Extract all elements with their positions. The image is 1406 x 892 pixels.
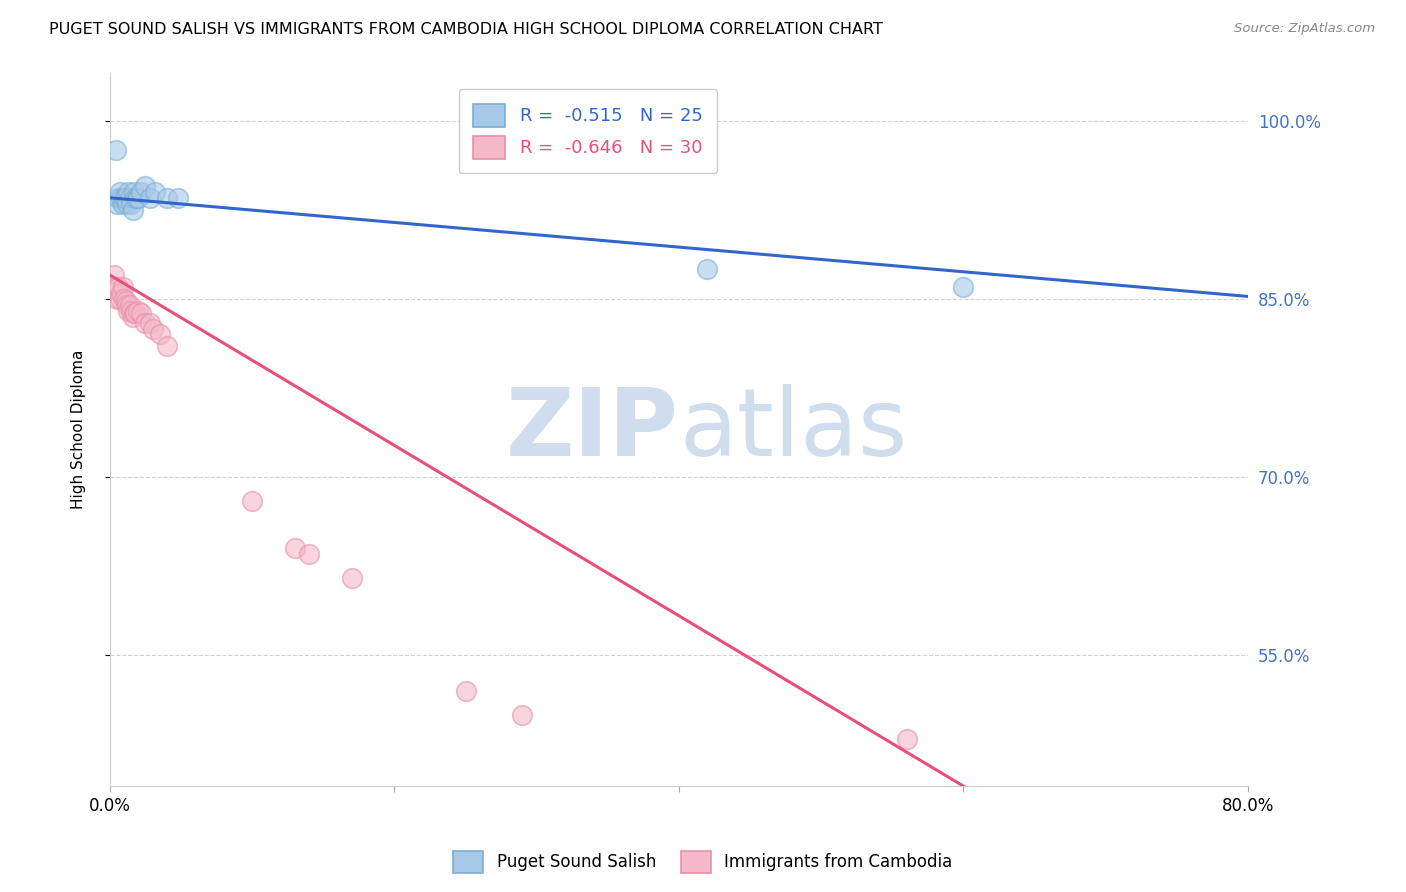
Point — [284, 541, 307, 556]
Point — [110, 285, 132, 300]
Point — [115, 298, 138, 312]
Point — [696, 262, 718, 277]
Point — [156, 339, 179, 353]
Legend: Puget Sound Salish, Immigrants from Cambodia: Puget Sound Salish, Immigrants from Camb… — [447, 845, 959, 880]
Point — [952, 280, 974, 294]
Point — [111, 196, 134, 211]
Point — [111, 280, 134, 294]
Point — [138, 316, 160, 330]
Point — [124, 191, 146, 205]
Point — [108, 185, 131, 199]
Point — [107, 280, 129, 294]
Point — [298, 547, 321, 561]
Point — [120, 196, 142, 211]
Point — [104, 143, 127, 157]
Point — [114, 294, 136, 309]
Point — [145, 185, 167, 199]
Text: PUGET SOUND SALISH VS IMMIGRANTS FROM CAMBODIA HIGH SCHOOL DIPLOMA CORRELATION C: PUGET SOUND SALISH VS IMMIGRANTS FROM CA… — [49, 22, 883, 37]
Point — [127, 303, 149, 318]
Point — [127, 191, 149, 205]
Point — [896, 731, 918, 746]
Text: Source: ZipAtlas.com: Source: ZipAtlas.com — [1234, 22, 1375, 36]
Y-axis label: High School Diploma: High School Diploma — [72, 350, 86, 509]
Point — [105, 292, 128, 306]
Point — [240, 494, 263, 508]
Point — [512, 707, 534, 722]
Point — [110, 191, 132, 205]
Point — [141, 321, 163, 335]
Point — [115, 196, 138, 211]
Point — [108, 292, 131, 306]
Point — [167, 191, 190, 205]
Text: atlas: atlas — [679, 384, 907, 475]
Point — [138, 191, 160, 205]
Point — [114, 191, 136, 205]
Point — [112, 191, 135, 205]
Point — [112, 292, 135, 306]
Point — [125, 191, 148, 205]
Point — [118, 298, 141, 312]
Point — [129, 306, 152, 320]
Point — [104, 280, 127, 294]
Point — [129, 185, 152, 199]
Point — [118, 191, 141, 205]
Text: ZIP: ZIP — [506, 384, 679, 475]
Point — [149, 327, 172, 342]
Point — [122, 185, 145, 199]
Point — [134, 178, 156, 193]
Point — [156, 191, 179, 205]
Point — [117, 303, 139, 318]
Point — [340, 571, 363, 585]
Point — [105, 196, 128, 211]
Point — [107, 191, 129, 205]
Point — [122, 306, 145, 320]
Point — [124, 306, 146, 320]
Point — [454, 684, 477, 698]
Point — [103, 268, 125, 282]
Point — [117, 185, 139, 199]
Legend: R =  -0.515   N = 25, R =  -0.646   N = 30: R = -0.515 N = 25, R = -0.646 N = 30 — [458, 89, 717, 173]
Point — [134, 316, 156, 330]
Point — [121, 202, 143, 217]
Point — [120, 303, 142, 318]
Point — [121, 310, 143, 324]
